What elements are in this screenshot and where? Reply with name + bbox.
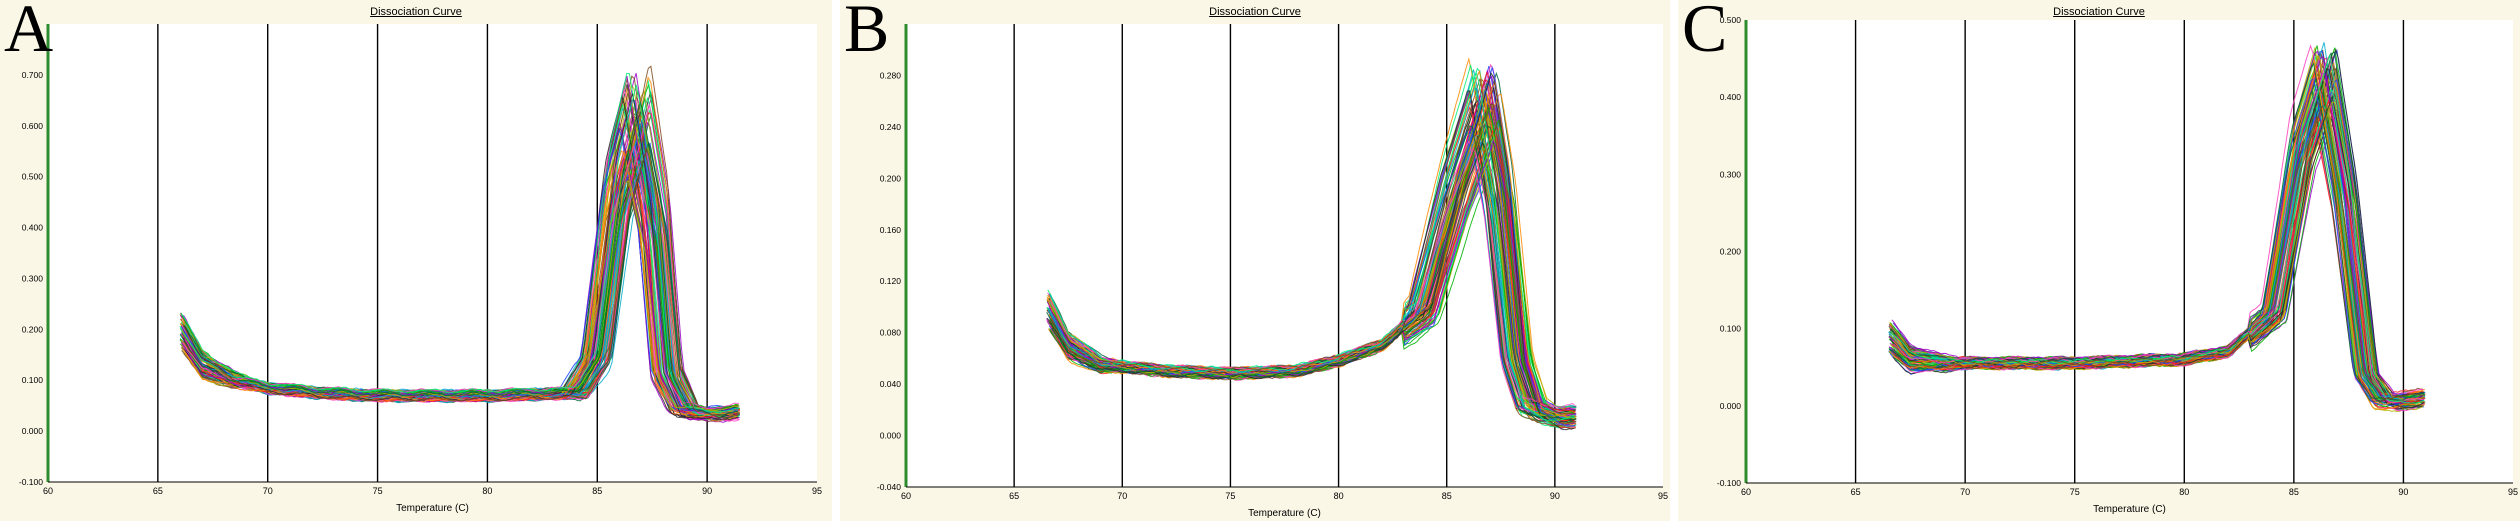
y-tick-label-a: 0.700 <box>22 70 44 80</box>
x-tick-label-b: 90 <box>1550 491 1560 501</box>
x-tick-label-c: 70 <box>1960 487 1970 497</box>
x-tick-label-a: 65 <box>153 486 163 496</box>
x-tick-label-a: 95 <box>812 486 822 496</box>
y-tick-label-b: 0.120 <box>880 276 902 286</box>
curve-group-a <box>179 65 741 423</box>
melt-curve-b <box>1048 139 1577 417</box>
melt-curve-c <box>1889 62 2425 401</box>
y-tick-label-b: 0.080 <box>880 328 902 338</box>
y-tick-label-b: 0.000 <box>880 431 902 441</box>
y-tick-label-a: 0.300 <box>22 273 44 283</box>
chart-panel-b: B Dissociation Curve 60 65 70 75 80 85 90 95 -0.… <box>840 0 1670 521</box>
melt-curve-b <box>1051 78 1577 429</box>
melt-curve-c <box>1890 94 2425 398</box>
chart-title-a: Dissociation Curve <box>370 6 462 18</box>
panel-letter-a: A <box>4 0 54 66</box>
melt-curve-a <box>182 146 740 419</box>
y-tick-label-b: 0.200 <box>880 173 902 183</box>
y-tick-label-a: 0.500 <box>22 172 44 182</box>
x-tick-label-b: 75 <box>1225 491 1235 501</box>
x-tick-label-b: 65 <box>1009 491 1019 501</box>
x-tick-label-c: 85 <box>2289 487 2299 497</box>
curve-group-b <box>1046 57 1577 431</box>
melt-curve-c <box>1889 55 2425 405</box>
y-tick-label-a: -0.100 <box>19 477 43 487</box>
y-tick-label-a: 0.400 <box>22 223 44 233</box>
x-tick-label-a: 70 <box>263 486 273 496</box>
chart-title-c: Dissociation Curve <box>2053 6 2145 18</box>
dissociation-curve-chart-b: 60 65 70 75 80 85 90 95 -0.040 0.000 0.040 0.080 0.1… <box>877 24 1668 519</box>
y-tick-label-a: 0.600 <box>22 121 44 131</box>
x-tick-label-b: 80 <box>1334 491 1344 501</box>
dissociation-curve-chart-c: 60 65 70 75 80 85 90 95 -0.100 0.000 0.100 0.200 0.3… <box>1717 15 2518 515</box>
panel-letter-c: C <box>1682 0 1728 66</box>
x-axis-label-b: Temperature (C) <box>1248 508 1321 519</box>
x-tick-label-c: 95 <box>2508 487 2518 497</box>
chart-panel-a: A Dissociation Curve 60 65 70 75 80 85 90 95 -0.… <box>0 0 832 521</box>
melt-curve-a <box>181 174 739 412</box>
y-tick-label-c: 0.400 <box>1720 92 1742 102</box>
y-tick-label-b: 0.160 <box>880 225 902 235</box>
dissociation-curve-chart-a: 60 65 70 75 80 85 90 95 -0.100 0.000 0.100 0.200 0.3… <box>19 24 822 514</box>
x-axis-label-c: Temperature (C) <box>2093 504 2166 515</box>
x-axis-label-a: Temperature (C) <box>396 503 469 514</box>
melt-curve-b <box>1046 71 1575 431</box>
curve-group-c <box>1888 42 2426 413</box>
y-tick-label-c: 0.300 <box>1720 169 1742 179</box>
x-tick-label-c: 80 <box>2179 487 2189 497</box>
x-tick-label-c: 60 <box>1741 487 1751 497</box>
x-tick-label-b: 85 <box>1442 491 1452 501</box>
y-tick-label-a: 0.000 <box>22 426 44 436</box>
y-tick-label-a: 0.100 <box>22 375 44 385</box>
x-tick-label-a: 85 <box>592 486 602 496</box>
melt-curve-a <box>182 145 740 410</box>
melt-curve-b <box>1048 81 1576 420</box>
y-tick-label-b: 0.280 <box>880 70 902 80</box>
y-tick-label-a: 0.200 <box>22 324 44 334</box>
x-tick-label-a: 90 <box>702 486 712 496</box>
x-tick-label-c: 90 <box>2398 487 2408 497</box>
x-tick-label-b: 70 <box>1117 491 1127 501</box>
chart-panel-c: C Dissociation Curve 60 65 70 75 80 85 90 95 -0.… <box>1678 0 2520 521</box>
x-tick-label-b: 60 <box>901 491 911 501</box>
y-tick-label-b: 0.040 <box>880 379 902 389</box>
melt-curve-b <box>1051 125 1577 421</box>
x-tick-label-a: 80 <box>482 486 492 496</box>
x-tick-label-a: 60 <box>43 486 53 496</box>
x-tick-label-c: 75 <box>2070 487 2080 497</box>
chart-title-b: Dissociation Curve <box>1209 6 1301 18</box>
y-tick-label-c: 0.000 <box>1720 401 1742 411</box>
melt-curve-b <box>1049 103 1575 415</box>
melt-curve-a <box>179 84 740 414</box>
x-tick-label-c: 65 <box>1851 487 1861 497</box>
x-tick-label-a: 75 <box>373 486 383 496</box>
y-tick-label-c: 0.200 <box>1720 247 1742 257</box>
melt-curve-c <box>1888 72 2424 405</box>
melt-curve-a <box>183 100 738 416</box>
melt-curve-c <box>1893 104 2426 400</box>
y-tick-label-b: 0.240 <box>880 122 902 132</box>
melt-curve-b <box>1049 148 1575 408</box>
y-tick-label-b: -0.040 <box>877 482 901 492</box>
panel-letter-b: B <box>844 0 890 66</box>
y-tick-label-c: -0.100 <box>1717 478 1741 488</box>
y-tick-label-c: 0.100 <box>1720 324 1742 334</box>
plot-area-c <box>1746 20 2513 483</box>
x-tick-label-b: 95 <box>1658 491 1668 501</box>
y-tick-label-c: 0.500 <box>1720 15 1742 25</box>
